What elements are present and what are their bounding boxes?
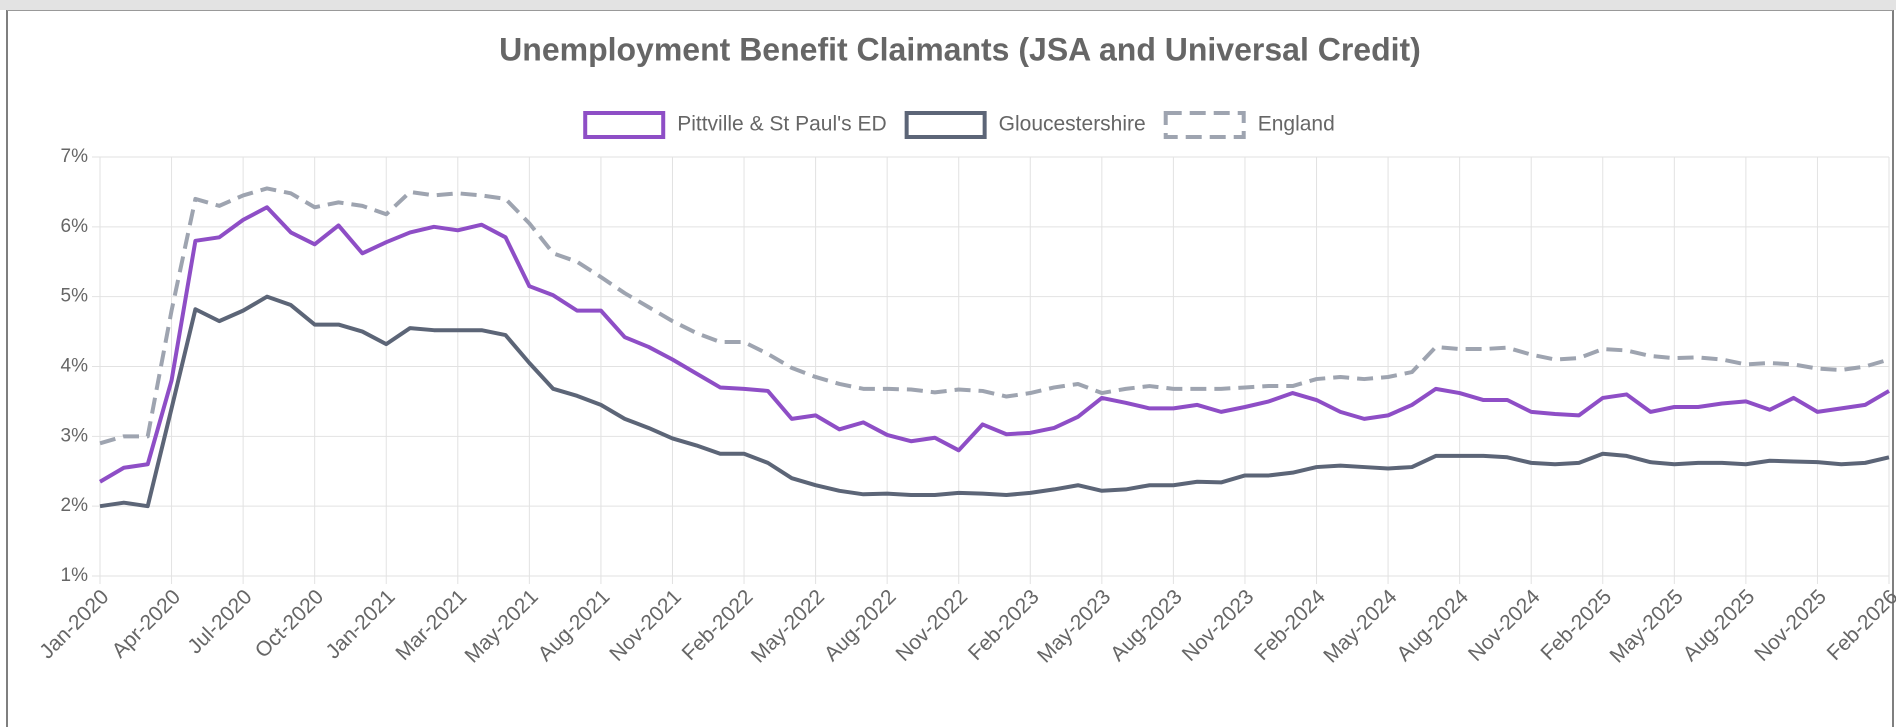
legend-label: England <box>1258 113 1335 136</box>
x-tick-label: Aug-2023 <box>1106 585 1187 666</box>
x-tick-label: May-2025 <box>1605 585 1687 667</box>
y-tick-label: 1% <box>61 565 89 586</box>
legend-swatch <box>904 111 987 139</box>
line-series <box>99 186 1890 446</box>
x-tick-label: Feb-2024 <box>1250 585 1330 665</box>
y-tick-label: 7% <box>61 146 89 167</box>
y-tick-label: 3% <box>61 425 89 446</box>
x-tick-label: Nov-2025 <box>1750 585 1831 666</box>
line-series <box>99 294 1890 509</box>
legend-swatch <box>583 111 666 139</box>
line-series <box>98 205 1891 484</box>
x-tick-label: May-2021 <box>461 585 543 667</box>
x-tick-label: Feb-2025 <box>1536 585 1616 665</box>
y-tick-label: 4% <box>61 356 89 377</box>
x-tick-label: Aug-2022 <box>820 585 901 666</box>
x-tick-label: Aug-2025 <box>1679 585 1760 666</box>
x-tick-label: May-2024 <box>1319 585 1402 668</box>
x-tick-label: Nov-2021 <box>605 585 686 666</box>
y-tick-label: 6% <box>61 216 89 237</box>
x-tick-label: Nov-2022 <box>892 585 973 666</box>
x-tick-label: May-2022 <box>747 585 829 667</box>
legend-label: Gloucestershire <box>999 113 1146 136</box>
x-tick-label: Feb-2023 <box>964 585 1044 665</box>
top-bar <box>0 0 1896 10</box>
x-tick-label: Jan-2020 <box>35 585 113 663</box>
chart-title: Unemployment Benefit Claimants (JSA and … <box>499 31 1421 67</box>
y-tick-label: 5% <box>61 286 89 307</box>
legend-swatch <box>1163 111 1246 139</box>
x-tick-label: May-2023 <box>1033 585 1115 667</box>
x-tick-label: Jan-2021 <box>322 585 400 663</box>
x-tick-label: Aug-2021 <box>534 585 615 666</box>
x-tick-label: Feb-2026 <box>1823 585 1896 665</box>
legend-label: Pittville & St Paul's ED <box>677 113 886 136</box>
x-tick-label: Oct-2020 <box>251 585 328 662</box>
x-tick-label: Jul-2020 <box>183 585 256 658</box>
x-tick-label: Mar-2021 <box>391 585 471 665</box>
x-tick-label: Feb-2022 <box>678 585 758 665</box>
x-tick-label: Nov-2024 <box>1464 585 1545 666</box>
x-tick-label: Nov-2023 <box>1178 585 1259 666</box>
y-tick-label: 2% <box>61 495 89 516</box>
x-tick-label: Apr-2020 <box>108 585 185 662</box>
x-tick-label: Aug-2024 <box>1392 585 1473 666</box>
